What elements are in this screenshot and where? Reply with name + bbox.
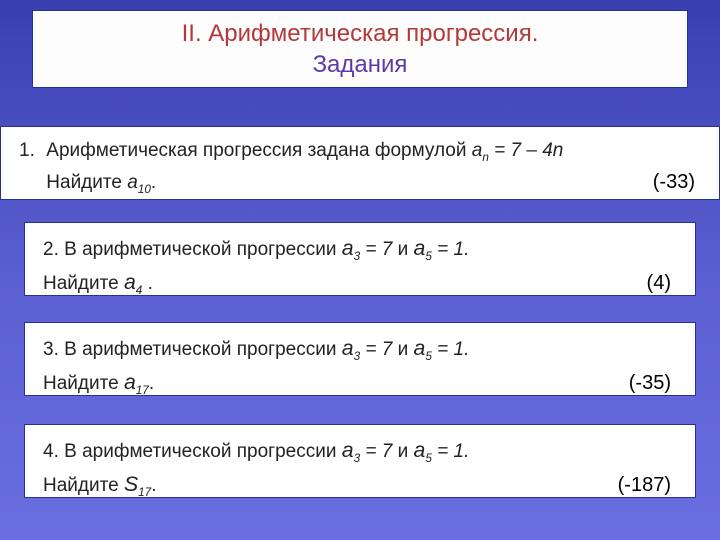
task-3-line2: Найдите a17. (-35) (43, 365, 677, 401)
task-4-target-var: S (124, 472, 138, 496)
task-2-line2: Найдите a4 . (4) (43, 265, 677, 301)
task-2-c1-post: = 7 (360, 239, 392, 260)
task-3-line1: 3. В арифметической прогрессии a3 = 7 и … (43, 333, 677, 365)
task-4-c2-post: = 1. (432, 441, 470, 462)
header-subtitle: Задания (313, 49, 408, 80)
task-3-target-sub: 17 (136, 384, 149, 397)
task-3-c2-var: a (414, 336, 426, 360)
task-2: 2. В арифметической прогрессии a3 = 7 и … (24, 222, 696, 296)
task-2-number: 2. (43, 239, 59, 260)
task-4: 4. В арифметической прогрессии a3 = 7 и … (24, 424, 696, 498)
task-4-line2-post: . (151, 475, 156, 496)
task-2-c1-var: a (342, 236, 354, 260)
task-3-line2-post: . (149, 373, 154, 394)
task-2-line2-post: . (142, 273, 153, 294)
task-2-find-label: Найдите (43, 273, 124, 294)
task-3-c2-post: = 1. (432, 339, 470, 360)
task-3-find-label: Найдите (43, 373, 124, 394)
task-3-c1-var: a (342, 336, 354, 360)
task-2-answer: (4) (647, 267, 677, 299)
header-title: II. Арифметическая прогрессия. (182, 18, 539, 49)
task-3-answer: (-35) (629, 367, 677, 399)
task-2-c2-var: a (414, 236, 426, 260)
task-4-line1: 4. В арифметической прогрессии a3 = 7 и … (43, 435, 677, 467)
task-1-formula-post: = 7 – 4n (489, 140, 563, 161)
task-1-line1: 1. Арифметическая прогрессия задана форм… (19, 137, 701, 166)
task-2-c2-post: = 1. (432, 239, 470, 260)
task-4-c1-var: a (342, 438, 354, 462)
task-4-line2: Найдите S17. (-187) (43, 467, 677, 503)
task-1-answer: (-33) (653, 166, 701, 198)
task-3-number: 3. (43, 339, 59, 360)
task-4-text: В арифметической прогрессии (64, 441, 342, 462)
task-4-c2-var: a (414, 438, 426, 462)
task-1-line2-post: . (151, 172, 156, 193)
task-3-text: В арифметической прогрессии (64, 339, 342, 360)
task-3-target-var: a (124, 370, 136, 394)
task-2-line1: 2. В арифметической прогрессии a3 = 7 и … (43, 233, 677, 265)
task-3-joiner: и (392, 339, 413, 360)
task-2-target-var: a (124, 270, 136, 294)
task-4-answer: (-187) (618, 469, 677, 501)
task-2-joiner: и (392, 239, 413, 260)
task-3: 3. В арифметической прогрессии a3 = 7 и … (24, 322, 696, 396)
task-4-c1-post: = 7 (360, 441, 392, 462)
task-1-line2: Найдите a10. (-33) (19, 166, 701, 200)
task-4-find-label: Найдите (43, 475, 124, 496)
task-1-text: Арифметическая прогрессия задана формуло… (46, 140, 471, 161)
task-1-formula-var: a (472, 140, 483, 161)
task-1-number: 1. (19, 137, 41, 166)
task-1-find-label: Найдите (46, 172, 127, 193)
task-4-target-sub: 17 (138, 486, 151, 499)
task-3-c1-post: = 7 (360, 339, 392, 360)
header-box: II. Арифметическая прогрессия. Задания (32, 10, 688, 88)
task-1-target-var: a (127, 172, 138, 193)
task-2-text: В арифметической прогрессии (64, 239, 342, 260)
task-4-number: 4. (43, 441, 59, 462)
task-1-target-sub: 10 (138, 183, 151, 196)
task-4-joiner: и (392, 441, 413, 462)
task-1: 1. Арифметическая прогрессия задана форм… (0, 126, 720, 200)
